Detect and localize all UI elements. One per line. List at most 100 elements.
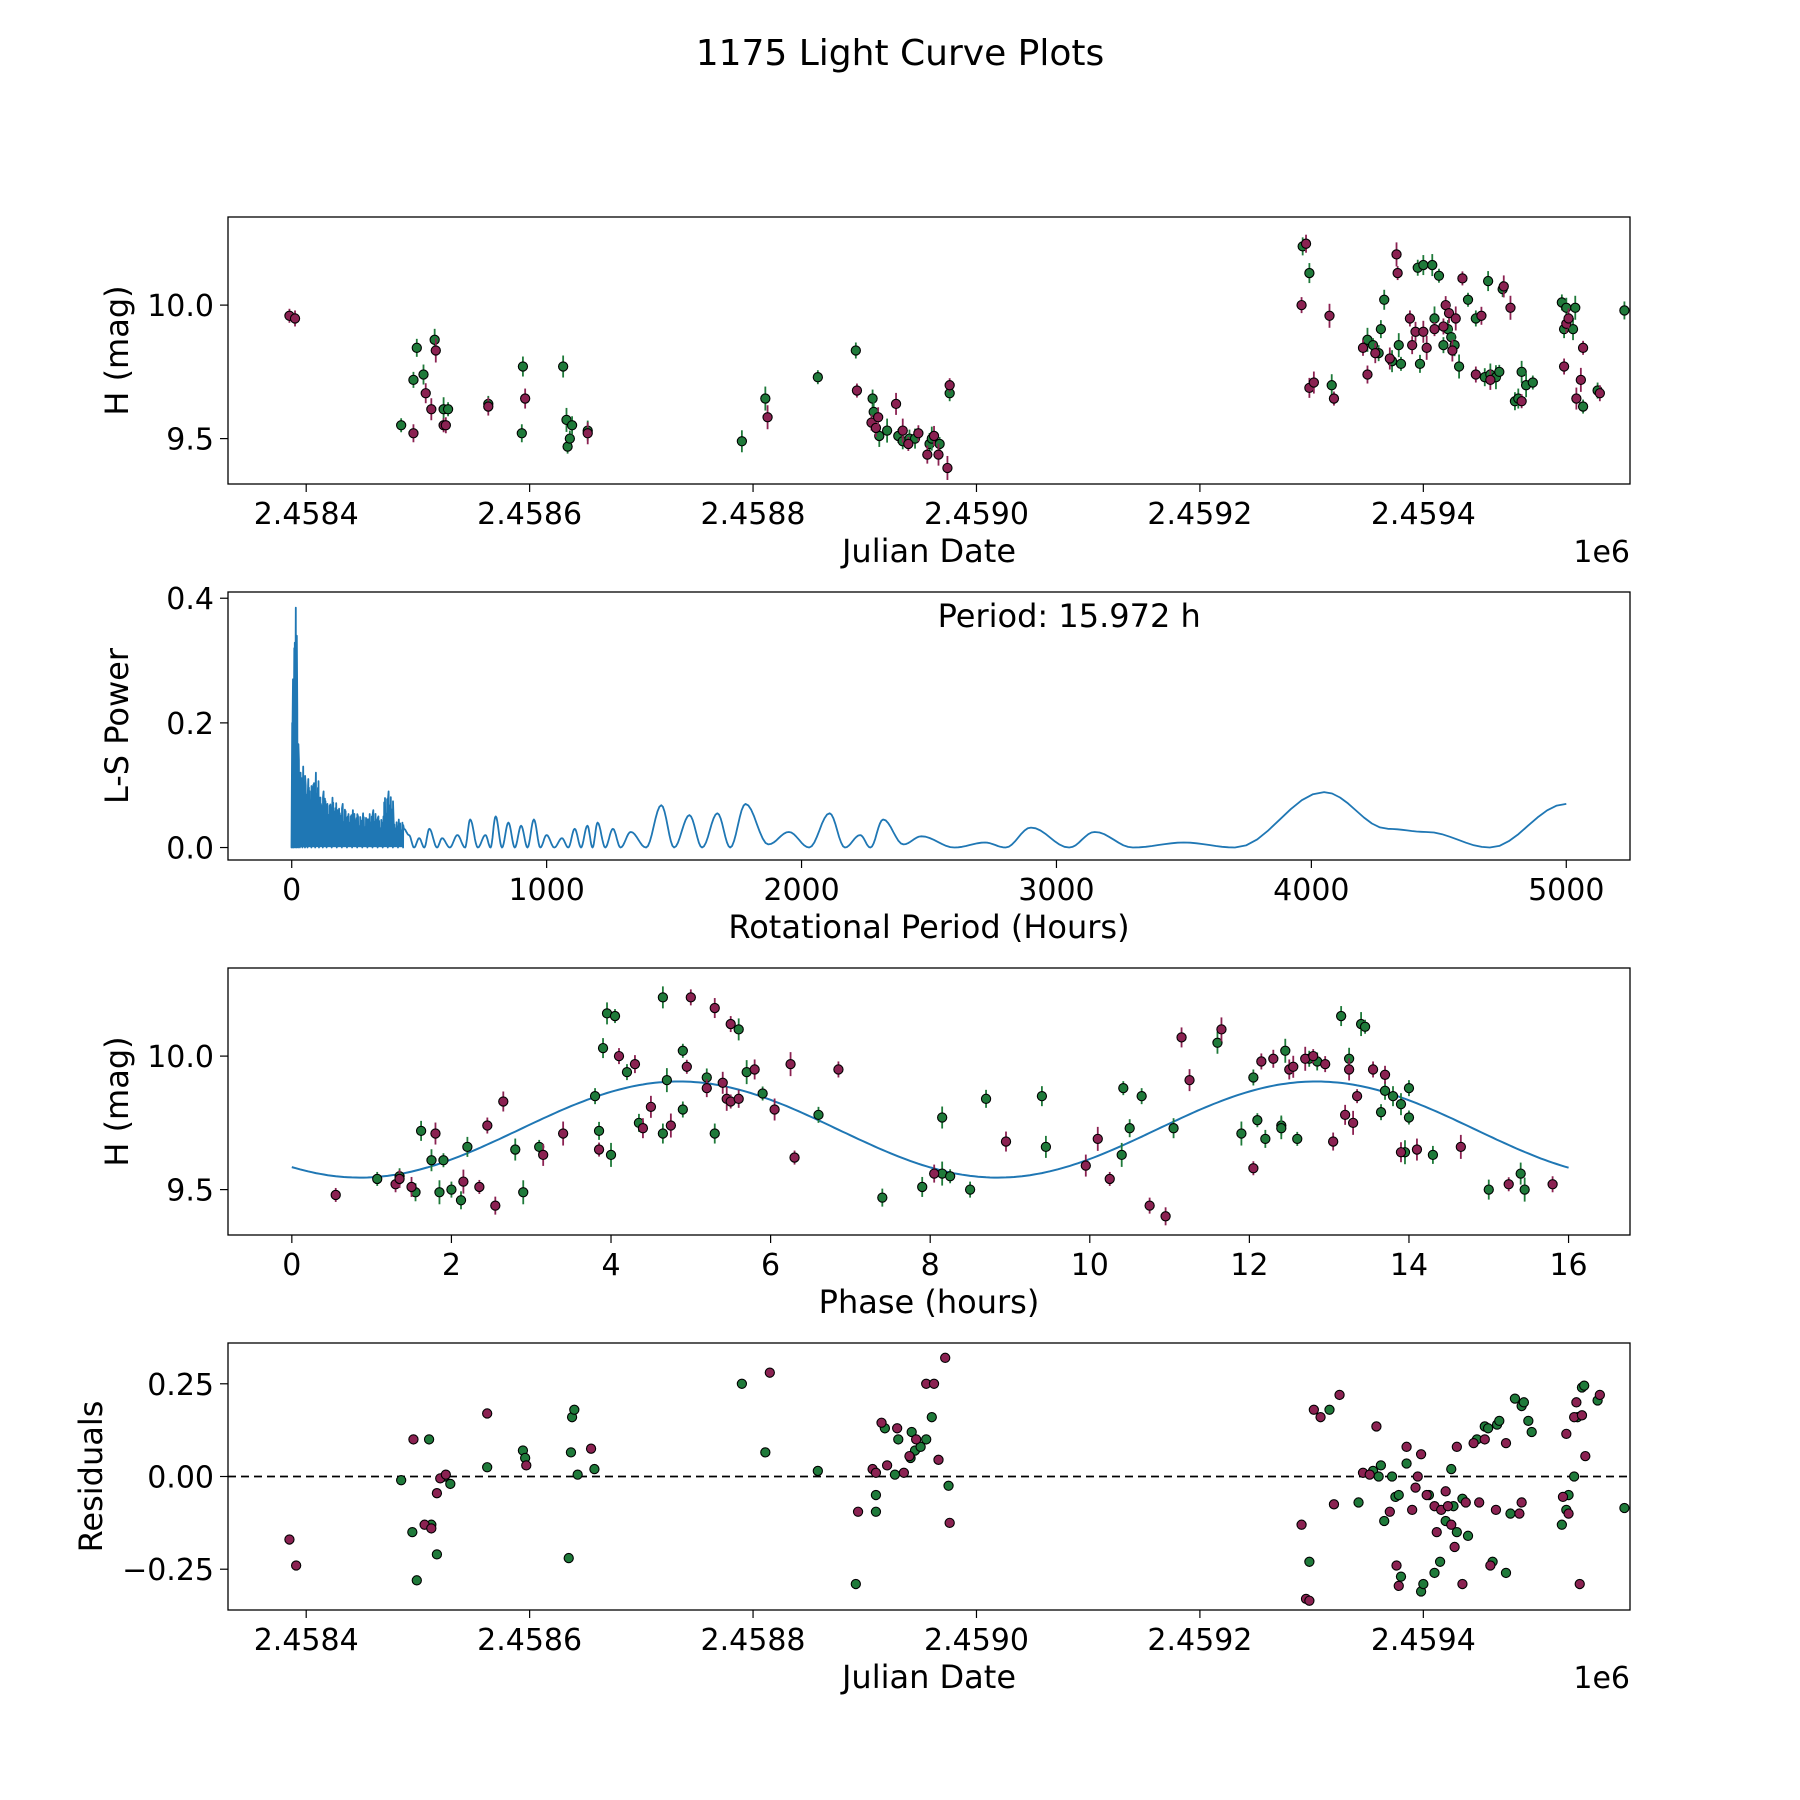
x-tick-label: 4000 [1273,873,1349,908]
data-point [1468,1437,1479,1449]
data-point [928,430,940,442]
data-point [1304,1556,1315,1567]
y-tick-label: 9.5 [166,423,214,458]
data-point [661,1074,673,1086]
data-point [921,1434,932,1445]
x-axis-label: Phase (hours) [819,1283,1040,1321]
data-point [1427,259,1438,271]
data-point [1320,1058,1331,1070]
data-point [1557,1491,1569,1503]
data-point [757,1088,768,1099]
data-point [1414,358,1426,369]
x-tick-label: 12 [1230,1248,1268,1283]
data-point [406,1181,417,1193]
data-point [1401,1441,1412,1452]
data-point [1577,342,1589,353]
data-point [585,1443,597,1454]
data-point [1280,1045,1291,1056]
data-point [1421,1489,1432,1501]
plot-area [291,986,1569,1226]
data-point [1579,1380,1590,1391]
data-point [407,1526,418,1538]
x-tick-label: 3000 [1018,873,1094,908]
data-point [1384,353,1395,364]
data-point [733,1093,744,1104]
data-point [372,1173,383,1185]
data-point [289,313,301,324]
data-point [629,1058,641,1070]
data-point [677,1104,688,1115]
data-point [426,404,437,415]
data-point [1379,1515,1390,1527]
data-point [593,1144,605,1155]
data-point [430,1128,441,1139]
data-point [1036,1091,1048,1102]
data-point [1561,302,1572,313]
data-point [1563,1508,1574,1519]
data-point [1451,1441,1462,1452]
data-point [1326,380,1337,391]
data-point [440,1469,451,1480]
data-point [1288,1061,1299,1072]
data-point [1092,1133,1103,1145]
data-point [1144,1200,1155,1211]
x-tick-label: 10 [1071,1248,1109,1283]
data-point [1296,1519,1307,1530]
data-point [1343,1064,1355,1075]
data-point [1580,1450,1591,1462]
data-point [1457,273,1468,284]
data-point [1449,1541,1460,1553]
data-point [411,342,422,353]
data-point [621,1066,633,1078]
data-point [482,1120,493,1131]
data-point [1401,1458,1412,1469]
data-point [929,1168,940,1179]
data-point [1268,1053,1279,1064]
x-tick-label: 2.4594 [1371,1623,1476,1658]
data-point [1519,1184,1530,1195]
axes-frame [227,1342,1631,1611]
data-point [1371,1421,1382,1432]
data-point [557,1128,569,1139]
data-point [1556,1519,1568,1530]
data-point [1433,270,1445,281]
data-point [833,1064,844,1075]
x-tick-label: 2.4592 [1147,497,1252,532]
x-axis-label: Julian Date [840,1658,1016,1696]
data-point [1563,313,1574,324]
data-point [1359,1021,1371,1032]
data-point [933,449,944,460]
data-point [1516,366,1527,378]
data-point [850,345,861,356]
data-point [1248,1072,1259,1083]
data-point [789,1152,800,1163]
data-point [517,361,529,372]
data-point [812,1465,823,1477]
data-point [490,1200,501,1211]
x-tick-label: 14 [1390,1248,1428,1283]
data-point [964,1184,976,1195]
data-point [1308,377,1320,388]
data-point [1236,1128,1247,1139]
data-point [1176,1032,1187,1043]
data-point [769,1104,780,1115]
data-point [420,388,431,399]
data-point [1518,1397,1530,1408]
data-point [933,1454,944,1465]
data-point [1500,1567,1512,1579]
data-point [637,1123,649,1134]
data-point [408,428,419,439]
data-point [1384,1506,1395,1517]
data-point [1411,1144,1423,1155]
lightcurve-panel: 2.4584 2.4586 2.4588 2.4590 2.4592 2.4594 9.5 1… [98,216,1631,570]
data-point [903,438,914,450]
data-point [906,1426,917,1438]
x-tick-label: 0 [282,873,301,908]
data-point [1379,1085,1391,1096]
data-point [876,1417,887,1428]
data-point [944,1171,956,1182]
data-point [893,1434,904,1445]
data-point [396,1475,407,1486]
data-point [1479,1434,1490,1445]
